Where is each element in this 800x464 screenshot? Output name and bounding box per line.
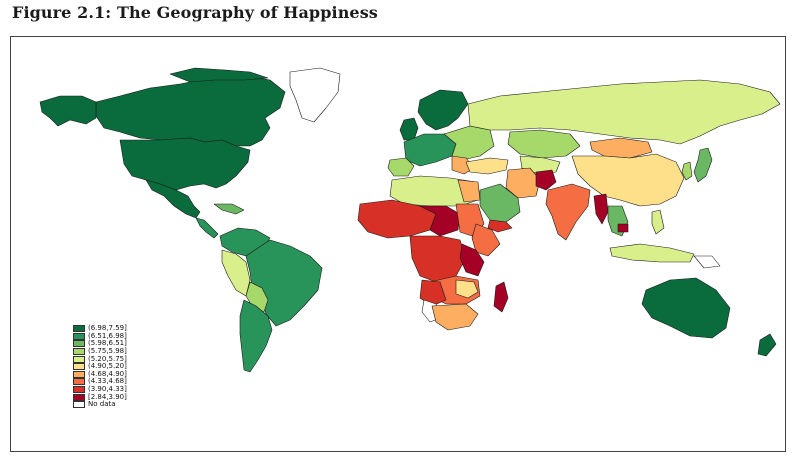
papua-new-guinea-region bbox=[693, 255, 721, 269]
map-legend: (6.98,7.59] (6.51,6.98] (5.98,6.51] (5.7… bbox=[73, 325, 127, 409]
myanmar-region bbox=[593, 193, 609, 225]
legend-label: (6.98,7.59] bbox=[88, 324, 127, 333]
legend-item: (3.90,4.33] bbox=[73, 386, 127, 394]
madagascar-region bbox=[493, 281, 509, 313]
legend-item: No data bbox=[73, 401, 127, 409]
east-africa-region bbox=[459, 243, 485, 277]
yemen-region bbox=[487, 219, 513, 233]
egypt-region bbox=[457, 179, 481, 203]
legend-item: [2.84,3.90] bbox=[73, 393, 127, 401]
uk-ireland-region bbox=[399, 117, 419, 141]
arctic-islands bbox=[169, 67, 269, 83]
china-region bbox=[571, 153, 685, 207]
balkans-region bbox=[451, 155, 475, 175]
legend-item: (5.98,6.51] bbox=[73, 340, 127, 348]
legend-item: (4.68,4.90] bbox=[73, 369, 127, 379]
philippines-region bbox=[651, 209, 665, 235]
canada-region bbox=[95, 75, 286, 147]
zambia-malawi-region bbox=[455, 279, 479, 299]
central-america-region bbox=[195, 217, 219, 239]
argentina-chile-region bbox=[239, 299, 273, 373]
japan-region bbox=[693, 147, 713, 183]
alaska-region bbox=[39, 95, 97, 127]
legend-label: [2.84,3.90] bbox=[88, 392, 127, 401]
ecuador-peru-region bbox=[221, 249, 251, 297]
world-map-frame bbox=[10, 36, 786, 452]
legend-swatch bbox=[73, 378, 85, 386]
legend-item: (4.90,5.20] bbox=[73, 363, 127, 371]
kazakhstan-region bbox=[507, 129, 581, 159]
mexico-region bbox=[145, 179, 201, 219]
south-africa-region bbox=[431, 303, 479, 331]
legend-swatch bbox=[73, 386, 85, 394]
cambodia-region bbox=[617, 223, 629, 233]
legend-swatch bbox=[73, 348, 85, 356]
saudi-arabia-region bbox=[479, 183, 521, 223]
legend-label: (4.68,4.90] bbox=[88, 369, 127, 378]
legend-item: (5.20,5.75] bbox=[73, 355, 127, 363]
legend-swatch bbox=[73, 340, 85, 348]
mongolia-region bbox=[589, 137, 653, 159]
legend-swatch bbox=[73, 370, 85, 378]
iberia-region bbox=[387, 157, 415, 177]
horn-of-africa-region bbox=[471, 223, 501, 257]
world-choropleth-map bbox=[39, 67, 781, 373]
scandinavia-region bbox=[417, 89, 469, 131]
legend-swatch bbox=[73, 363, 85, 371]
greenland-region bbox=[289, 67, 341, 123]
legend-item: (5.75,5.98] bbox=[73, 348, 127, 356]
russia-region bbox=[467, 79, 781, 145]
new-zealand-region bbox=[757, 333, 777, 357]
figure-title: Figure 2.1: The Geography of Happiness bbox=[12, 3, 378, 22]
north-africa-region bbox=[389, 175, 479, 207]
legend-item: (4.33,4.68] bbox=[73, 378, 127, 386]
afghanistan-region bbox=[535, 169, 557, 191]
legend-label: No data bbox=[88, 400, 116, 409]
legend-item: (6.98,7.59] bbox=[73, 325, 127, 333]
legend-label: (3.90,4.33] bbox=[88, 385, 127, 394]
turkey-region bbox=[465, 157, 509, 175]
legend-label: (5.75,5.98] bbox=[88, 347, 127, 356]
iran-region bbox=[505, 167, 541, 199]
legend-swatch bbox=[73, 325, 85, 333]
korea-region bbox=[681, 161, 693, 181]
western-europe-region bbox=[403, 133, 457, 167]
legend-label: (5.20,5.75] bbox=[88, 354, 127, 363]
west-africa-sahel-region bbox=[357, 199, 437, 239]
angola-region bbox=[419, 279, 447, 307]
indonesia-region bbox=[609, 243, 695, 263]
legend-label: (5.98,6.51] bbox=[88, 339, 127, 348]
legend-swatch bbox=[73, 393, 85, 401]
central-africa-region bbox=[409, 235, 467, 283]
legend-swatch bbox=[73, 401, 85, 409]
australia-region bbox=[641, 277, 731, 339]
usa-region bbox=[119, 137, 251, 191]
india-region bbox=[545, 183, 591, 241]
legend-label: (4.90,5.20] bbox=[88, 362, 127, 371]
legend-label: (4.33,4.68] bbox=[88, 377, 127, 386]
legend-label: (6.51,6.98] bbox=[88, 331, 127, 340]
caribbean-region bbox=[213, 203, 245, 215]
legend-swatch bbox=[73, 332, 85, 340]
legend-item: (6.51,6.98] bbox=[73, 331, 127, 341]
legend-swatch bbox=[73, 355, 85, 363]
chad-niger-region bbox=[419, 205, 461, 237]
